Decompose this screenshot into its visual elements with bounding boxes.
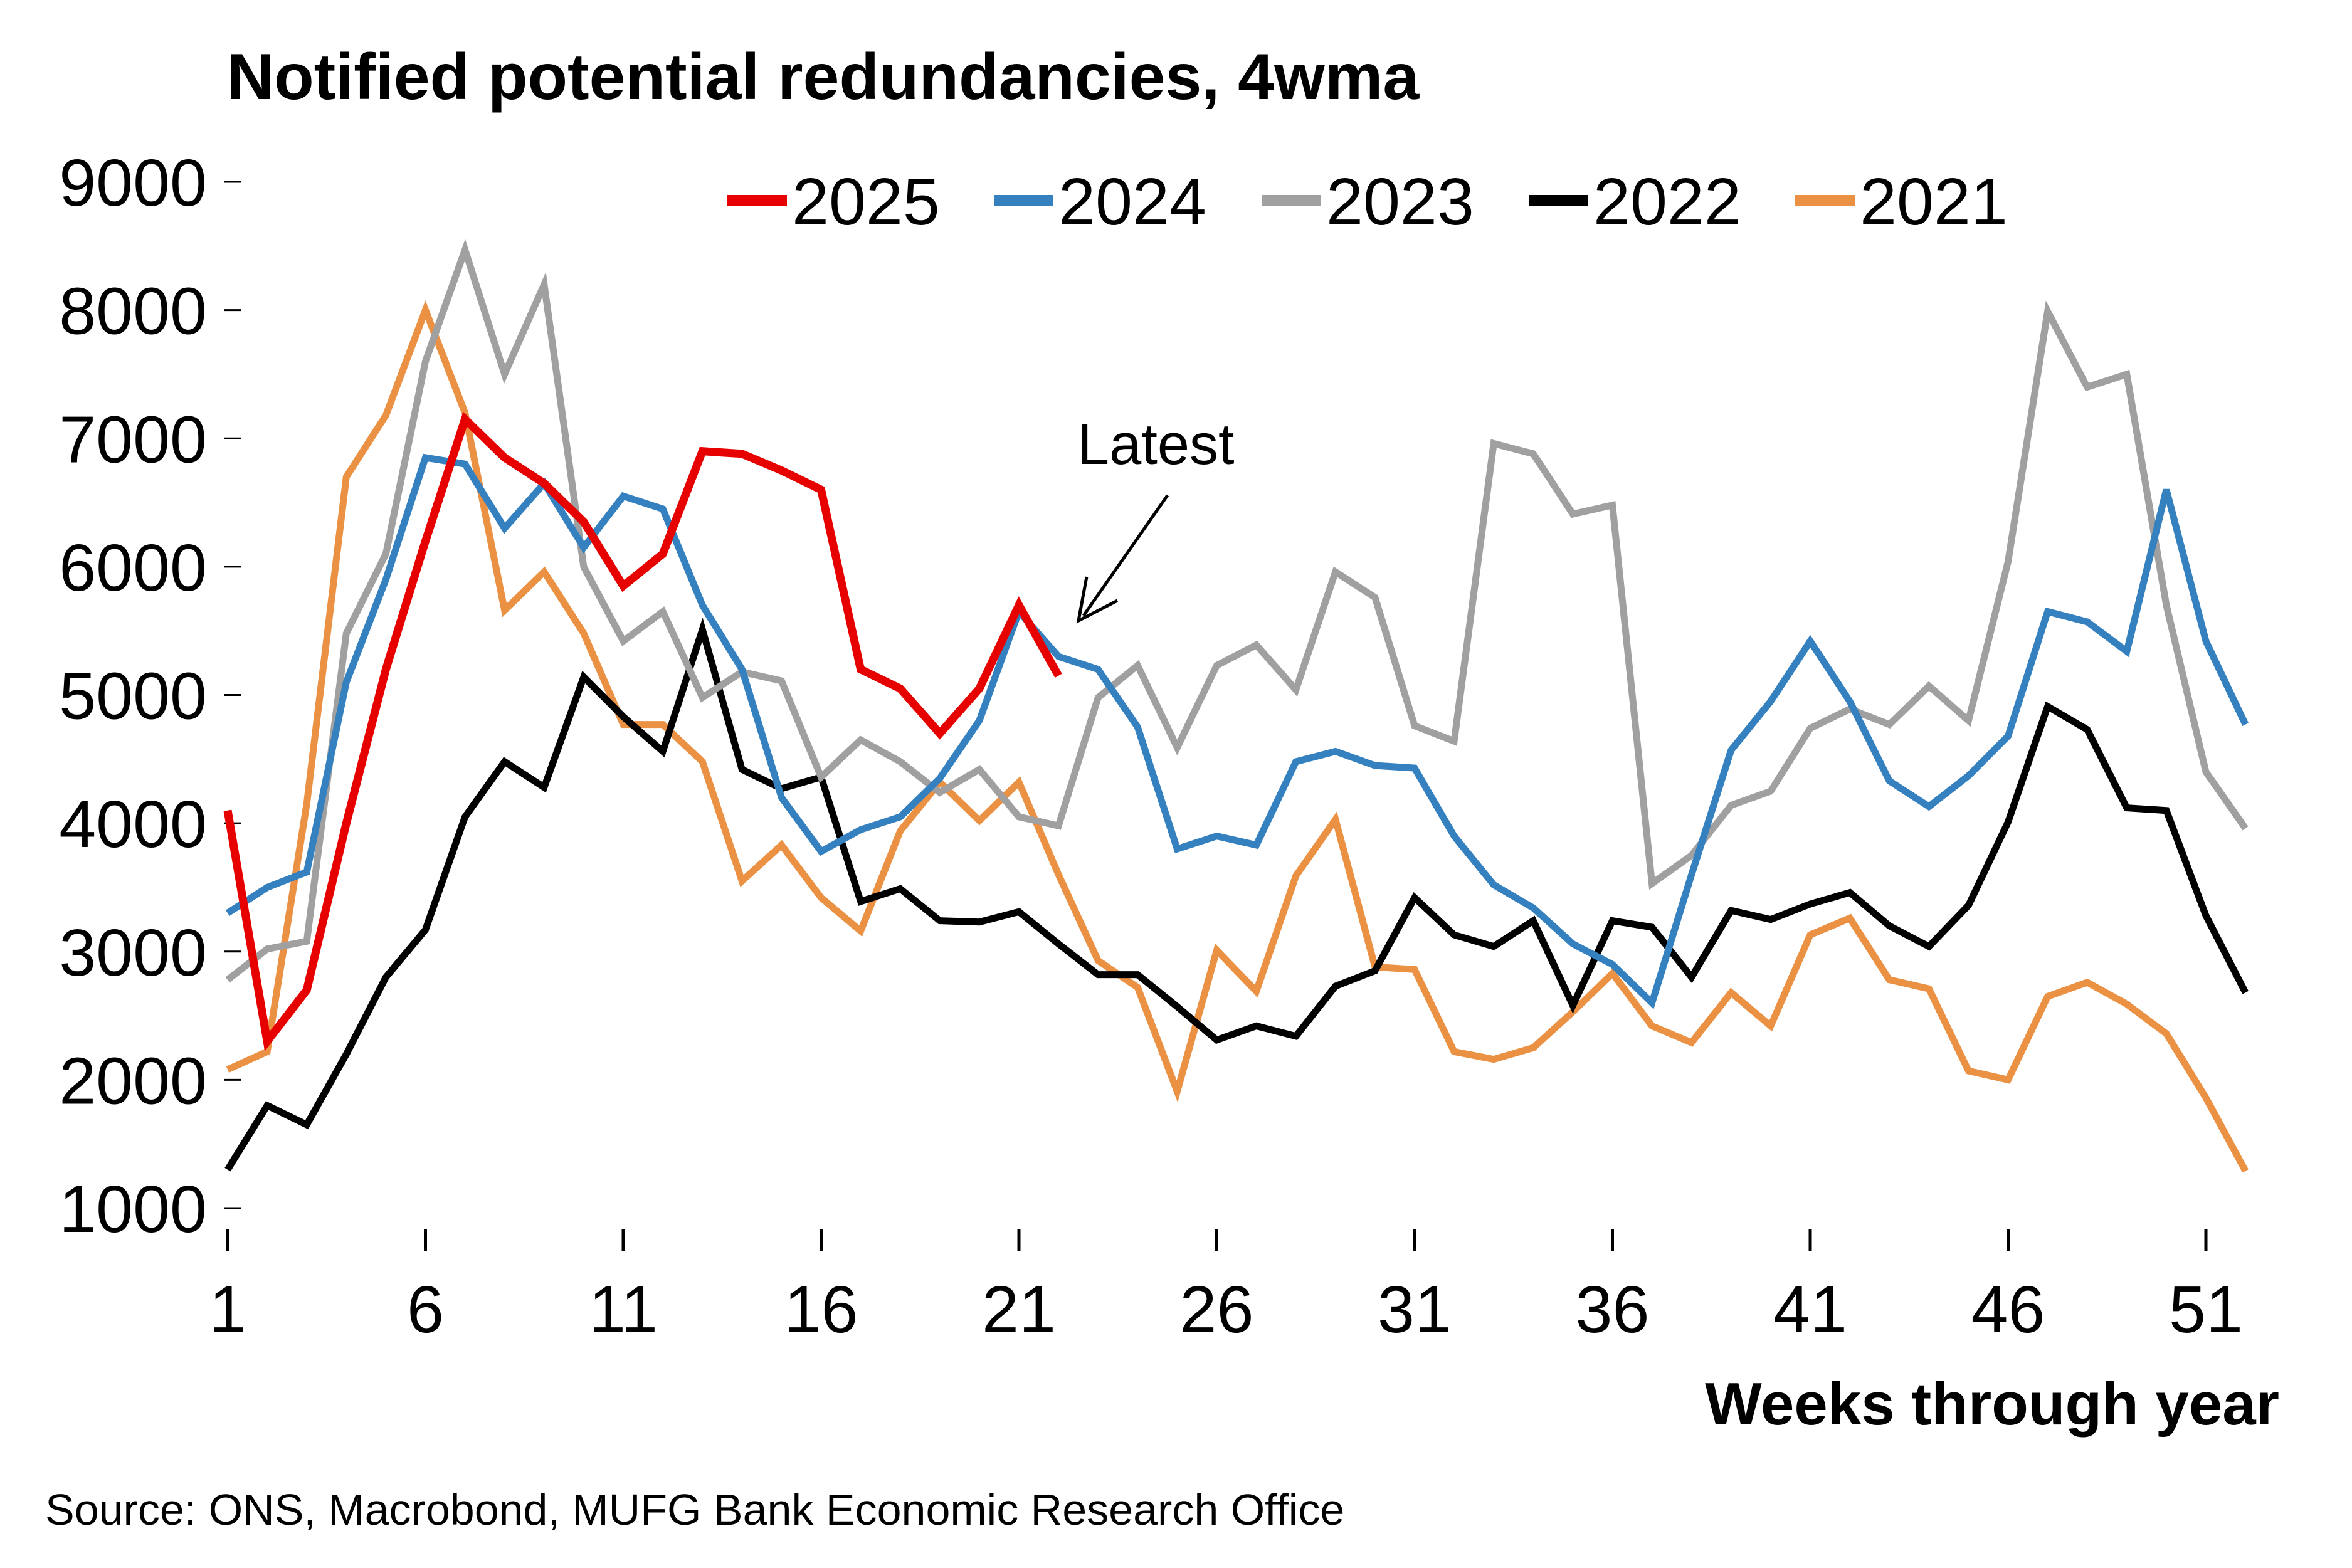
y-tick-label: 2000 bbox=[59, 1044, 207, 1118]
x-tick-label: 16 bbox=[784, 1273, 858, 1347]
y-tick-label: 6000 bbox=[59, 531, 207, 605]
x-tick-label: 1 bbox=[209, 1273, 246, 1347]
annotation-arrowhead bbox=[1076, 576, 1119, 624]
y-axis: 1000 2000 3000 4000 5000 6000 7000 8000 9000 bbox=[59, 146, 241, 1246]
legend-label: 2021 bbox=[1860, 165, 2008, 239]
y-tick-label: 8000 bbox=[59, 275, 207, 349]
latest-annotation: Latest bbox=[1076, 413, 1235, 624]
y-tick-label: 3000 bbox=[59, 916, 207, 990]
series-line-2022 bbox=[224, 618, 2249, 1172]
legend-item-2023: 2023 bbox=[1262, 165, 1474, 239]
legend-item-2022: 2022 bbox=[1529, 165, 1741, 239]
legend-label: 2022 bbox=[1593, 165, 1741, 239]
y-tick-label: 9000 bbox=[59, 146, 207, 220]
series-line-2025 bbox=[223, 411, 1062, 1051]
y-tick-label: 5000 bbox=[59, 660, 207, 734]
legend: 2025 2024 2023 2022 2021 bbox=[727, 165, 2008, 239]
x-tick-label: 21 bbox=[982, 1273, 1056, 1347]
annotation-label: Latest bbox=[1077, 413, 1235, 476]
x-tick-label: 41 bbox=[1773, 1273, 1847, 1347]
series-line-2024 bbox=[226, 453, 2249, 1009]
source-note: Source: ONS, Macrobond, MUFG Bank Econom… bbox=[45, 1485, 1344, 1534]
x-tick-label: 36 bbox=[1576, 1273, 1650, 1347]
x-axis-title: Weeks through year bbox=[1705, 1371, 2279, 1438]
legend-item-2024: 2024 bbox=[994, 165, 1206, 239]
legend-label: 2023 bbox=[1326, 165, 1474, 239]
annotation-arrow-line bbox=[1082, 494, 1169, 617]
legend-label: 2024 bbox=[1058, 165, 1206, 239]
x-tick-label: 6 bbox=[407, 1273, 444, 1347]
legend-item-2021: 2021 bbox=[1795, 165, 2008, 239]
x-tick-label: 26 bbox=[1180, 1273, 1254, 1347]
y-tick-label: 4000 bbox=[59, 787, 207, 861]
y-tick-label: 1000 bbox=[59, 1172, 207, 1246]
series-line-2023 bbox=[225, 239, 2249, 983]
x-tick-label: 51 bbox=[2169, 1273, 2243, 1347]
chart-title: Notified potential redundancies, 4wma bbox=[227, 41, 1420, 113]
y-tick-label: 7000 bbox=[59, 403, 207, 476]
series-layer bbox=[223, 239, 2249, 1173]
legend-label: 2025 bbox=[792, 165, 940, 239]
x-axis: 1 6 11 16 21 26 31 36 41 46 51 bbox=[209, 1229, 2243, 1347]
series-line-2021 bbox=[226, 300, 2249, 1173]
legend-item-2025: 2025 bbox=[727, 165, 940, 239]
x-tick-label: 11 bbox=[589, 1273, 658, 1347]
x-tick-label: 31 bbox=[1378, 1273, 1452, 1347]
x-tick-label: 46 bbox=[1971, 1273, 2045, 1347]
